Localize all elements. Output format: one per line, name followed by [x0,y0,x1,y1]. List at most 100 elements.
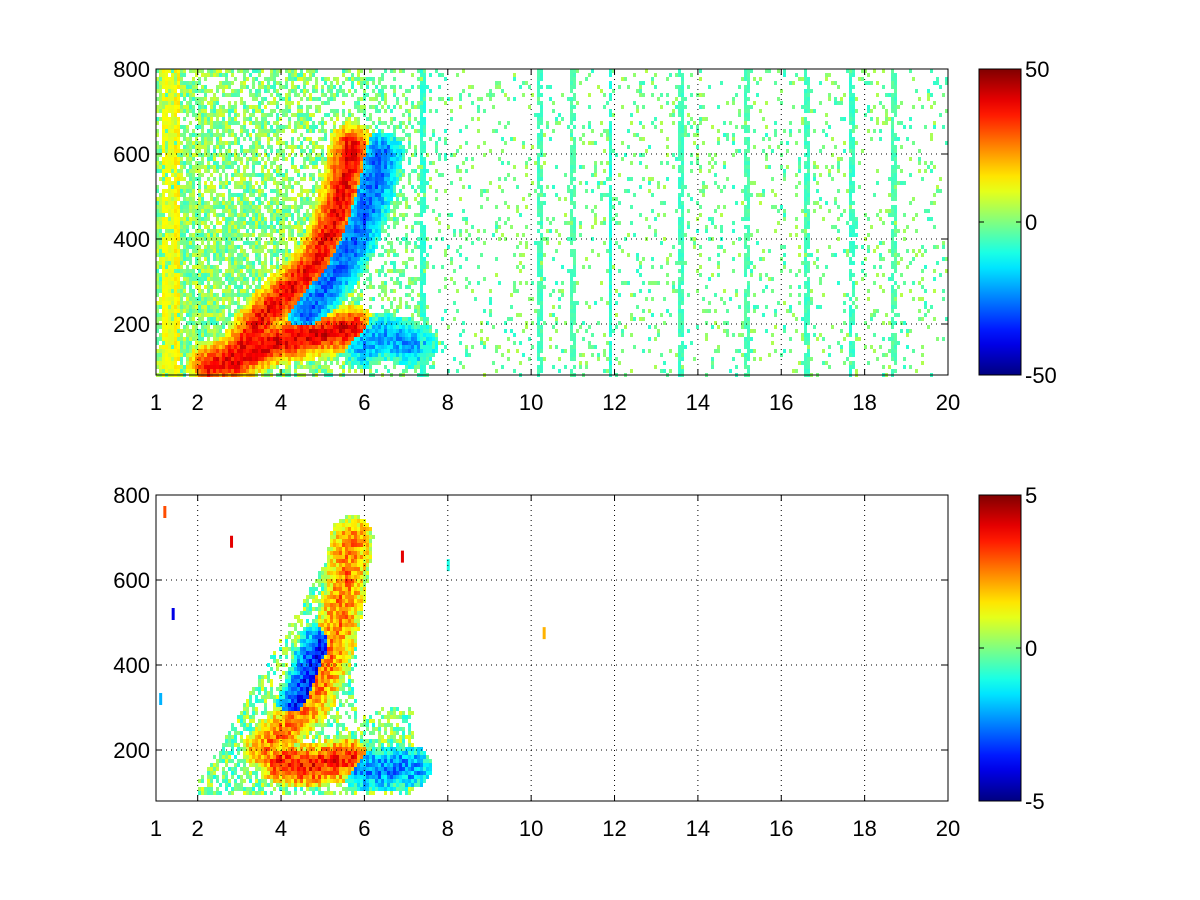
heatmap-cell [342,349,345,353]
heatmap-cell [282,369,285,373]
heatmap-cell [210,105,213,109]
heatmap-cell [390,69,393,73]
heatmap-cell [285,333,288,337]
heatmap-cell [213,189,216,193]
heatmap-cell [252,301,255,305]
heatmap-cell [201,193,204,197]
heatmap-cell [393,117,396,121]
heatmap-cell [228,365,231,369]
heatmap-cell [168,217,171,221]
heatmap-cell [186,205,189,209]
heatmap-cell [369,349,372,353]
heatmap-cell [228,233,231,237]
heatmap-cell [228,349,231,353]
heatmap-cell [195,369,198,373]
heatmap-cell [381,149,384,153]
heatmap-cell [252,189,255,193]
heatmap-cell [318,341,321,345]
heatmap-cell [261,225,264,229]
heatmap-cell [213,361,216,365]
heatmap-cell [243,197,246,201]
heatmap-cell [294,121,297,125]
heatmap-cell [327,341,330,345]
heatmap-cell [294,285,297,289]
heatmap-cell [360,361,363,365]
heatmap-cell [327,201,330,205]
heatmap-cell [183,237,186,241]
heatmap-cell [306,209,309,213]
heatmap-cell [246,77,249,81]
heatmap-cell [225,337,228,341]
heatmap-cell [309,249,312,253]
heatmap-cell [384,325,387,329]
heatmap-cell [306,325,309,329]
heatmap-cell [213,241,216,245]
heatmap-cell [357,217,360,221]
heatmap-cell [378,209,381,213]
heatmap-cell [246,197,249,201]
heatmap-cell [282,97,285,101]
heatmap-cell [360,201,363,205]
heatmap-cell [336,321,339,325]
heatmap-cell [303,297,306,301]
heatmap-cell [240,161,243,165]
heatmap-cell [384,165,387,169]
heatmap-cell [177,193,180,197]
heatmap-cell [222,225,225,229]
heatmap-cell [156,229,159,233]
heatmap-cell [243,77,246,81]
heatmap-cell [201,265,204,269]
heatmap-cell [321,273,324,277]
heatmap-cell [378,93,381,97]
heatmap-cell [186,293,189,297]
heatmap-cell [261,121,264,125]
heatmap-cell [294,209,297,213]
heatmap-cell [339,89,342,93]
heatmap-cell [285,177,288,181]
heatmap-cell [396,165,399,169]
heatmap-cell [243,357,246,361]
heatmap-cell [171,165,174,169]
heatmap-cell [195,309,198,313]
heatmap-cell [258,109,261,113]
heatmap-cell [273,349,276,353]
heatmap-cell [387,325,390,329]
heatmap-cell [366,149,369,153]
heatmap-cell [165,305,168,309]
heatmap-cell [216,117,219,121]
heatmap-cell [228,113,231,117]
heatmap-cell [369,185,372,189]
heatmap-cell [399,201,402,205]
heatmap-cell [396,205,399,209]
heatmap-cell [324,233,327,237]
heatmap-cell [177,325,180,329]
heatmap-cell [372,129,375,133]
heatmap-cell [288,205,291,209]
heatmap-cell [207,325,210,329]
heatmap-cell [222,297,225,301]
heatmap-cell [240,333,243,337]
heatmap-cell [297,229,300,233]
heatmap-cell [189,365,192,369]
heatmap-cell [378,285,381,289]
heatmap-cell [213,93,216,97]
heatmap-cell [285,261,288,265]
heatmap-cell [252,173,255,177]
heatmap-cell [231,245,234,249]
heatmap-cell [213,321,216,325]
heatmap-cell [273,281,276,285]
heatmap-cell [246,109,249,113]
heatmap-cell [183,185,186,189]
heatmap-cell [249,245,252,249]
heatmap-cell [177,265,180,269]
heatmap-cell [393,153,396,157]
heatmap-cell [285,273,288,277]
heatmap-cell [177,137,180,141]
heatmap-cell [204,349,207,353]
heatmap-cell [225,293,228,297]
heatmap-cell [189,217,192,221]
heatmap-cell [330,349,333,353]
heatmap-cell [363,161,366,165]
heatmap-cell [273,317,276,321]
